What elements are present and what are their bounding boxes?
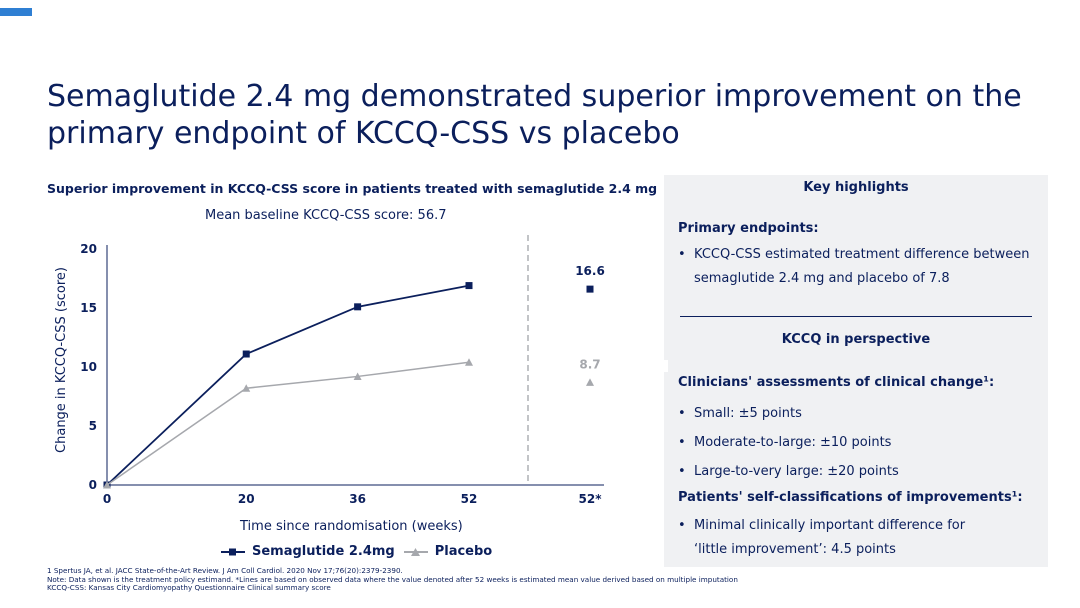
y-tick-label: 15: [80, 301, 97, 315]
chart-subheading: Mean baseline KCCQ-CSS score: 56.7: [205, 208, 447, 223]
primary-bullet-line1: KCCQ-CSS estimated treatment difference …: [694, 247, 1030, 262]
legend-item-semaglutide: Semaglutide 2.4mg: [220, 544, 395, 559]
y-axis-label: Change in KCCQ-CSS (score): [54, 267, 69, 453]
list-item: • Large-to-very large: ±20 points: [678, 464, 899, 479]
data-point: [242, 384, 251, 392]
panel-divider: [680, 316, 1032, 317]
data-point: [103, 481, 111, 489]
panel-notch: [664, 360, 668, 372]
x-tick-label: 52: [461, 492, 478, 506]
footnote-1: 1 Spertus JA, et al. JACC State-of-the-A…: [47, 566, 403, 575]
x-tick-label: 20: [238, 492, 255, 506]
kccq-perspective-heading: KCCQ in perspective: [781, 332, 931, 347]
legend-placebo-label: Placebo: [434, 544, 493, 559]
data-point: [353, 372, 362, 380]
legend-placebo-marker: [403, 547, 428, 556]
data-point: [242, 350, 250, 358]
estimate-data-label: 16.6: [575, 264, 605, 278]
data-point: [354, 303, 362, 311]
accent-bar: [0, 8, 32, 16]
y-tick-label: 10: [80, 360, 97, 374]
legend-semaglutide-label: Semaglutide 2.4mg: [252, 544, 395, 559]
legend-semaglutide-marker: [221, 548, 245, 555]
clinicians-list: • Small: ±5 points • Moderate-to-large: ±1…: [678, 399, 1034, 486]
chart-legend: Semaglutide 2.4mg Placebo: [220, 544, 492, 559]
chart-heading: Superior improvement in KCCQ-CSS score i…: [47, 181, 658, 196]
series-line-semaglutide: [106, 284, 470, 486]
primary-endpoint-bullet: • KCCQ-CSS estimated treatment difference…: [678, 243, 1034, 291]
estimate-data-label: 8.7: [579, 357, 600, 371]
x-axis-label: Time since randomisation (weeks): [240, 519, 463, 534]
list-item: • Moderate-to-large: ±10 points: [678, 435, 892, 450]
key-highlights-panel: Key highlights Primary endpoints: • KCCQ-…: [664, 175, 1048, 567]
page-title: Semaglutide 2.4 mg demonstrated superior…: [47, 79, 1022, 152]
footnote-3: KCCQ-CSS: Kansas City Cardiomyopathy Que…: [47, 583, 331, 593]
x-tick-label: 0: [103, 492, 111, 506]
clinicians-heading: Clinicians' assessments of clinical chan…: [678, 375, 995, 390]
data-point: [465, 282, 473, 290]
patients-bullet-line2: ‘little improvement’: 4.5 points: [694, 542, 896, 557]
x-tick-label: 36: [349, 492, 366, 506]
list-item: • Small: ±5 points: [678, 406, 802, 421]
x-tick-label: 52*: [579, 492, 603, 506]
footnotes: 1 Spertus JA, et al. JACC State-of-the-A…: [47, 566, 1047, 593]
series-line-placebo: [106, 361, 470, 486]
key-highlights-heading: Key highlights: [803, 180, 909, 195]
y-tick-label: 0: [89, 478, 97, 492]
patients-heading: Patients' self-classifications of improv…: [678, 490, 1023, 505]
patients-bullet-line1: Minimal clinically important difference …: [694, 518, 966, 533]
primary-bullet-line2: semaglutide 2.4 mg and placebo of 7.8: [694, 271, 950, 286]
primary-endpoints-heading: Primary endpoints:: [678, 221, 819, 236]
y-tick-label: 20: [80, 242, 97, 256]
line-chart: 0 5 10 15 20 0 20 36 52 52* 16.6 8.7: [80, 235, 605, 506]
footnote-2: Note: Data shown is the treatment policy…: [47, 574, 738, 584]
legend-item-placebo: Placebo: [403, 544, 493, 559]
data-point: [465, 358, 473, 366]
patients-bullet: • Minimal clinically important difference…: [678, 514, 1034, 562]
y-tick-label: 5: [89, 419, 97, 433]
estimate-point: [586, 378, 594, 386]
estimate-point: [586, 285, 594, 293]
